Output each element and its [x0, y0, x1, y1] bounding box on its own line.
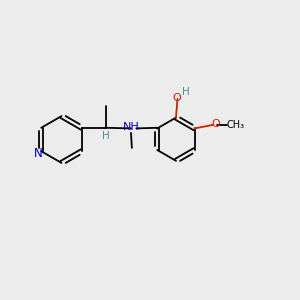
Text: H: H [103, 131, 110, 141]
Text: O: O [211, 119, 220, 129]
Text: H: H [182, 87, 189, 98]
Text: O: O [172, 93, 181, 103]
Text: CH₃: CH₃ [226, 120, 244, 130]
Text: NH: NH [123, 122, 139, 133]
Text: N: N [34, 147, 43, 160]
